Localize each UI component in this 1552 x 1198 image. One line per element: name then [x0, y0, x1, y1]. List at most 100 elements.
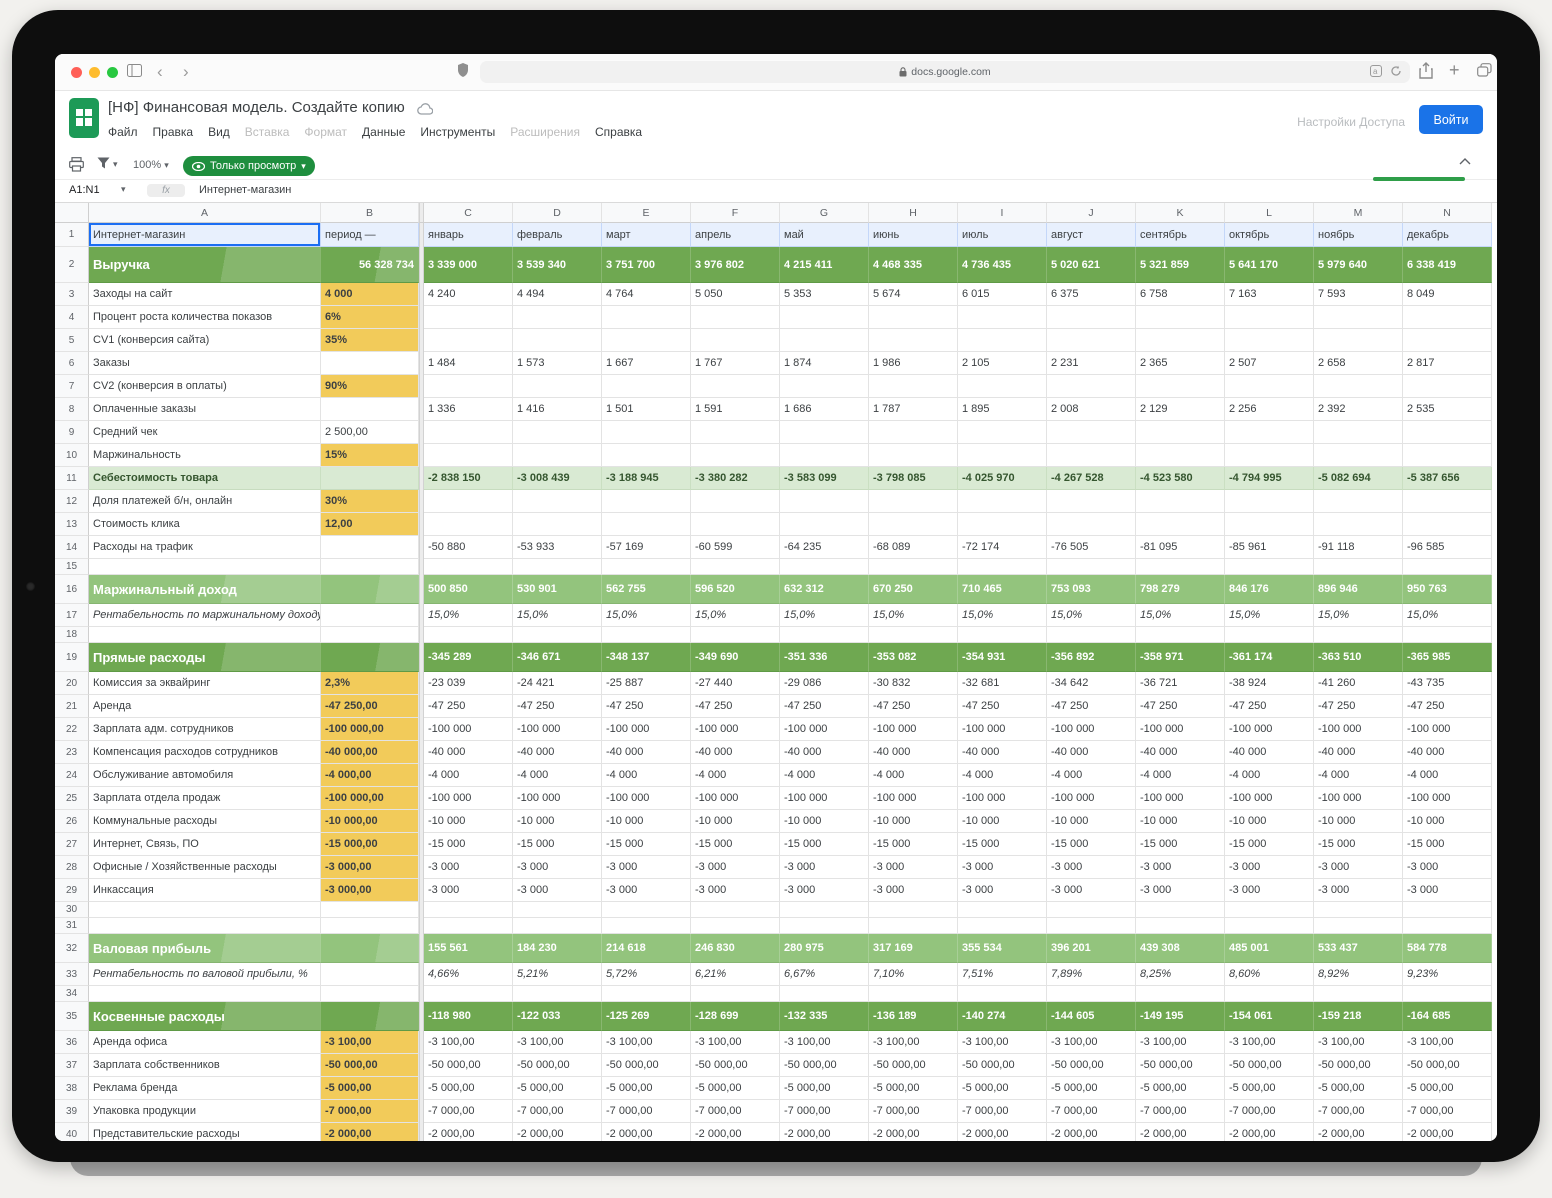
- cell[interactable]: -100 000: [1225, 718, 1314, 741]
- cell[interactable]: -100 000: [513, 718, 602, 741]
- cell[interactable]: -3 000: [1047, 879, 1136, 902]
- cell[interactable]: -5 000,00: [1403, 1077, 1492, 1100]
- cell[interactable]: Себестоимость товара: [89, 467, 321, 490]
- cell[interactable]: -100 000: [1225, 787, 1314, 810]
- row-header[interactable]: 25: [55, 787, 89, 810]
- cell[interactable]: ноябрь: [1314, 223, 1403, 247]
- cell[interactable]: [691, 375, 780, 398]
- menu-item-1[interactable]: Правка: [152, 125, 194, 139]
- cell[interactable]: -47 250: [1403, 695, 1492, 718]
- cell[interactable]: -10 000: [1136, 810, 1225, 833]
- cell[interactable]: [958, 902, 1047, 918]
- cell[interactable]: [780, 918, 869, 934]
- cell[interactable]: [1136, 490, 1225, 513]
- cell[interactable]: [958, 627, 1047, 643]
- cell[interactable]: -164 685: [1403, 1002, 1492, 1031]
- cell[interactable]: [1047, 444, 1136, 467]
- cell[interactable]: -3 000: [1136, 856, 1225, 879]
- cell[interactable]: -30 832: [869, 672, 958, 695]
- cell[interactable]: 798 279: [1136, 575, 1225, 604]
- cell[interactable]: -3 100,00: [1225, 1031, 1314, 1054]
- cell[interactable]: -3 100,00: [1047, 1031, 1136, 1054]
- cell[interactable]: -47 250: [1047, 695, 1136, 718]
- cell[interactable]: [602, 421, 691, 444]
- cell[interactable]: -3 000: [424, 856, 513, 879]
- cell[interactable]: 15%: [321, 444, 419, 467]
- cell[interactable]: 5,72%: [602, 963, 691, 986]
- row-header[interactable]: 23: [55, 741, 89, 764]
- row-header[interactable]: 8: [55, 398, 89, 421]
- cell[interactable]: [513, 421, 602, 444]
- cell[interactable]: 596 520: [691, 575, 780, 604]
- cell[interactable]: -3 000: [958, 879, 1047, 902]
- cell[interactable]: -3 583 099: [780, 467, 869, 490]
- cell[interactable]: -10 000: [1314, 810, 1403, 833]
- cell[interactable]: 5 020 621: [1047, 247, 1136, 283]
- cell[interactable]: 6,21%: [691, 963, 780, 986]
- row-header[interactable]: 34: [55, 986, 89, 1002]
- cell[interactable]: [780, 490, 869, 513]
- sheets-logo-icon[interactable]: [69, 98, 99, 138]
- cell[interactable]: -349 690: [691, 643, 780, 672]
- forward-icon[interactable]: ›: [183, 62, 189, 81]
- filter-icon[interactable]: [97, 157, 110, 169]
- cell[interactable]: -3 188 945: [602, 467, 691, 490]
- cell[interactable]: 5 641 170: [1225, 247, 1314, 283]
- cell[interactable]: -40 000: [1225, 741, 1314, 764]
- cell[interactable]: -3 000: [424, 879, 513, 902]
- cell[interactable]: Стоимость клика: [89, 513, 321, 536]
- cell[interactable]: [1136, 918, 1225, 934]
- cell[interactable]: [1047, 421, 1136, 444]
- column-header[interactable]: D: [513, 203, 602, 223]
- cell[interactable]: [958, 375, 1047, 398]
- cell[interactable]: [1403, 306, 1492, 329]
- cell[interactable]: -365 985: [1403, 643, 1492, 672]
- cell[interactable]: [513, 329, 602, 352]
- cell[interactable]: -76 505: [1047, 536, 1136, 559]
- cell[interactable]: [869, 559, 958, 575]
- cell[interactable]: [691, 513, 780, 536]
- cell[interactable]: -3 008 439: [513, 467, 602, 490]
- cell[interactable]: -7 000,00: [602, 1100, 691, 1123]
- cell[interactable]: [1225, 444, 1314, 467]
- cell[interactable]: 6%: [321, 306, 419, 329]
- cell[interactable]: [691, 902, 780, 918]
- close-window-button[interactable]: [71, 67, 82, 78]
- cell[interactable]: [1314, 902, 1403, 918]
- cell[interactable]: Процент роста количества показов: [89, 306, 321, 329]
- cell[interactable]: 1 787: [869, 398, 958, 421]
- cell[interactable]: Рентабельность по валовой прибыли, %: [89, 963, 321, 986]
- cell[interactable]: -100 000,00: [321, 718, 419, 741]
- cell[interactable]: -122 033: [513, 1002, 602, 1031]
- cell[interactable]: -15 000: [602, 833, 691, 856]
- cell[interactable]: [1047, 513, 1136, 536]
- cell[interactable]: [780, 513, 869, 536]
- sign-in-button[interactable]: Войти: [1419, 105, 1483, 134]
- cell[interactable]: 214 618: [602, 934, 691, 963]
- cell[interactable]: -47 250: [602, 695, 691, 718]
- cell[interactable]: 1 667: [602, 352, 691, 375]
- cell[interactable]: [691, 918, 780, 934]
- cell[interactable]: [424, 918, 513, 934]
- cell[interactable]: -348 137: [602, 643, 691, 672]
- cell[interactable]: -40 000: [780, 741, 869, 764]
- row-header[interactable]: 32: [55, 934, 89, 963]
- cell[interactable]: [958, 490, 1047, 513]
- cell[interactable]: -41 260: [1314, 672, 1403, 695]
- cell[interactable]: -50 000,00: [602, 1054, 691, 1077]
- cell[interactable]: -100 000: [1403, 718, 1492, 741]
- sidebar-icon[interactable]: [127, 64, 142, 77]
- cell[interactable]: [602, 627, 691, 643]
- cell[interactable]: -15 000: [780, 833, 869, 856]
- cell[interactable]: 280 975: [780, 934, 869, 963]
- cell[interactable]: [869, 918, 958, 934]
- cell[interactable]: -47 250: [691, 695, 780, 718]
- column-header[interactable]: K: [1136, 203, 1225, 223]
- cell[interactable]: март: [602, 223, 691, 247]
- cell[interactable]: 90%: [321, 375, 419, 398]
- cell[interactable]: 2 500,00: [321, 421, 419, 444]
- cell[interactable]: 184 230: [513, 934, 602, 963]
- cell[interactable]: [321, 536, 419, 559]
- cell[interactable]: -154 061: [1225, 1002, 1314, 1031]
- cell[interactable]: [1314, 986, 1403, 1002]
